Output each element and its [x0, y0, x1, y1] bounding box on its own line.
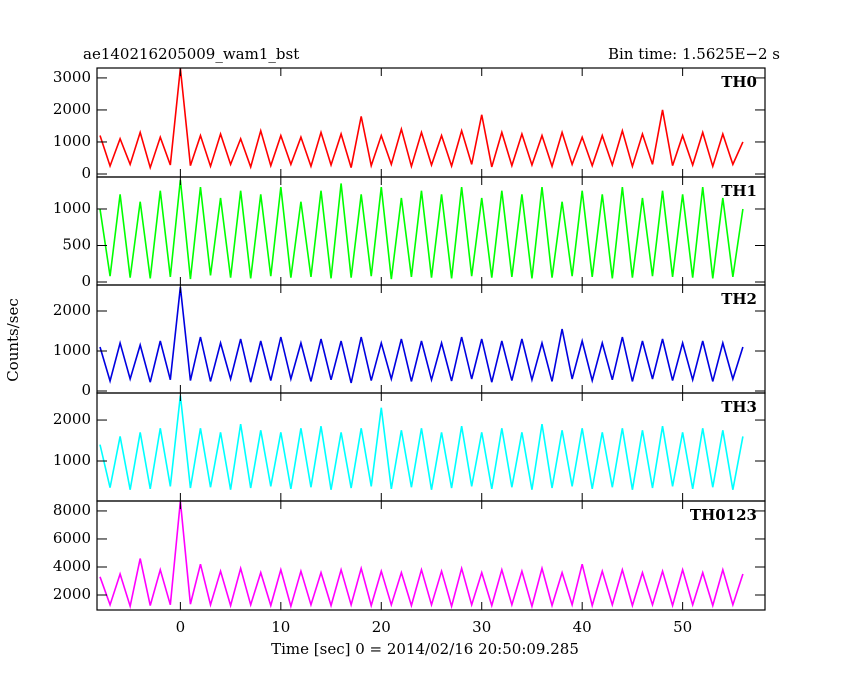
chart-title: ae140216205009_wam1_bst [83, 45, 299, 63]
y-tick-label: 2000 [53, 585, 91, 603]
panel-label: TH0123 [690, 506, 757, 524]
light-curve [99, 68, 744, 171]
light-curve [99, 286, 744, 384]
y-tick-label: 8000 [53, 501, 91, 519]
panel-label: TH2 [721, 290, 757, 308]
y-tick-label: 2000 [53, 301, 91, 319]
y-axis-label: Counts/sec [4, 298, 22, 382]
light-curve [99, 501, 744, 610]
light-curve [99, 395, 744, 490]
y-tick-label: 0 [81, 272, 91, 290]
panel-label: TH0 [721, 73, 757, 91]
y-tick-label: 3000 [53, 68, 91, 86]
y-tick-label: 1000 [53, 132, 91, 150]
y-tick-label: 2000 [53, 100, 91, 118]
chart-subtitle: Bin time: 1.5625E−2 s [608, 45, 780, 63]
panel-label: TH1 [721, 182, 757, 200]
y-tick-label: 1000 [53, 341, 91, 359]
x-tick-label: 40 [573, 618, 592, 636]
y-tick-label: 6000 [53, 529, 91, 547]
panel-frame [96, 500, 766, 611]
y-tick-label: 1000 [53, 451, 91, 469]
x-axis-label: Time [sec] 0 = 2014/02/16 20:50:09.285 [271, 640, 579, 658]
y-tick-label: 4000 [53, 557, 91, 575]
x-tick-label: 30 [472, 618, 491, 636]
x-tick-label: 20 [372, 618, 391, 636]
y-tick-label: 2000 [53, 410, 91, 428]
y-tick-label: 500 [62, 235, 91, 253]
x-tick-label: 50 [673, 618, 692, 636]
light-curve [99, 179, 744, 280]
y-tick-label: 0 [81, 381, 91, 399]
y-tick-label: 0 [81, 164, 91, 182]
x-tick-label: 10 [271, 618, 290, 636]
y-tick-label: 1000 [53, 199, 91, 217]
x-tick-label: 0 [176, 618, 186, 636]
panel-label: TH3 [721, 398, 757, 416]
